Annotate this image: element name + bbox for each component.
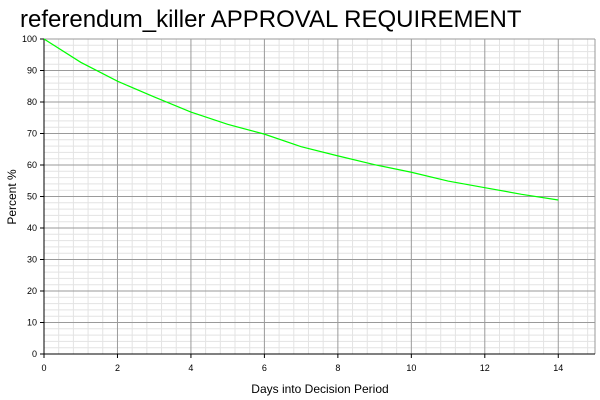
series-layer bbox=[43, 38, 559, 201]
y-tick-label: 60 bbox=[27, 160, 37, 170]
y-tick-label: 70 bbox=[27, 129, 37, 139]
x-tick-label: 14 bbox=[553, 363, 563, 373]
x-tick-labels: 0 2 4 6 8 10 12 14 bbox=[41, 363, 563, 373]
y-tick-label: 10 bbox=[27, 318, 37, 328]
y-tick-label: 90 bbox=[27, 66, 37, 76]
major-gridlines bbox=[43, 38, 596, 355]
x-tick-label: 6 bbox=[262, 363, 267, 373]
x-tick-label: 8 bbox=[335, 363, 340, 373]
x-tick-label: 0 bbox=[41, 363, 46, 373]
y-tick-label: 50 bbox=[27, 192, 37, 202]
x-tick-label: 4 bbox=[188, 363, 193, 373]
y-tick-label: 30 bbox=[27, 255, 37, 265]
y-tick-label: 0 bbox=[32, 349, 37, 359]
minor-gridlines bbox=[44, 39, 595, 354]
y-axis-label: Percent % bbox=[5, 169, 19, 225]
x-tick-label: 10 bbox=[406, 363, 416, 373]
chart-title: referendum_killer APPROVAL REQUIREMENT bbox=[20, 6, 522, 33]
x-tick-label: 2 bbox=[115, 363, 120, 373]
y-tick-label: 100 bbox=[22, 34, 37, 44]
x-axis-label: Days into Decision Period bbox=[251, 382, 388, 396]
x-tick-label: 12 bbox=[480, 363, 490, 373]
y-tick-label: 40 bbox=[27, 223, 37, 233]
y-tick-label: 20 bbox=[27, 286, 37, 296]
axes bbox=[40, 38, 595, 358]
series-line bbox=[43, 38, 559, 201]
y-tick-labels: 0 10 20 30 40 50 60 70 80 90 100 bbox=[22, 34, 37, 359]
y-tick-label: 80 bbox=[27, 97, 37, 107]
